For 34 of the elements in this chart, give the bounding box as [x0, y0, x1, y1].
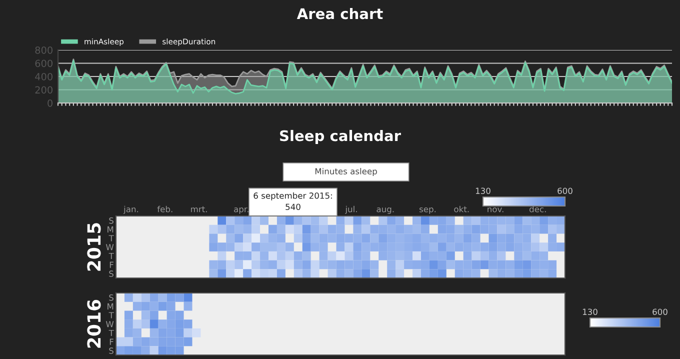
color-bar-label: 600 [558, 188, 572, 194]
x-tick-label: okt. [454, 206, 469, 212]
y-tick-label: T [108, 252, 114, 260]
y-tick-label: M [108, 303, 114, 310]
y-axis-title: 2015 [87, 223, 101, 271]
color-bar-label: 130 [476, 188, 490, 194]
y-tick-label: W [106, 244, 114, 250]
color-bar-label: 130 [582, 308, 598, 315]
y-tick-label: M [108, 226, 114, 232]
x-tick-label: feb. [157, 206, 172, 212]
x-tick-label: jan. [123, 206, 138, 214]
y-tick-label: T [108, 330, 114, 336]
x-tick-label: aug. [376, 208, 394, 214]
text: 6 september 2015: 540 [254, 192, 332, 210]
y-tick-label: S [109, 294, 114, 301]
y-tick-label: W [106, 321, 114, 328]
chart-title: Area chart [296, 8, 383, 20]
x-tick-label: apr. [234, 208, 248, 214]
chart-title: Sleep calendar [280, 130, 401, 144]
y-tick-label: T [108, 235, 114, 242]
y-tick-label: F [110, 262, 114, 268]
y-tick-label: S [109, 348, 114, 354]
y-tick-label: S [109, 217, 114, 224]
x-tick-label: sep. [420, 208, 436, 214]
text: Minutes asleep [315, 168, 377, 176]
y-tick-label: S [109, 270, 114, 277]
y-axis-title: 2016 [87, 300, 101, 348]
x-tick-label: nov. [488, 208, 504, 212]
x-tick-label: dec. [530, 206, 546, 212]
x-tick-label: mrt. [191, 206, 207, 212]
y-tick-label: T [108, 312, 114, 318]
x-tick-label: jul. [345, 206, 357, 214]
y-tick-label: F [110, 338, 114, 345]
color-bar-label: 600 [652, 308, 668, 315]
